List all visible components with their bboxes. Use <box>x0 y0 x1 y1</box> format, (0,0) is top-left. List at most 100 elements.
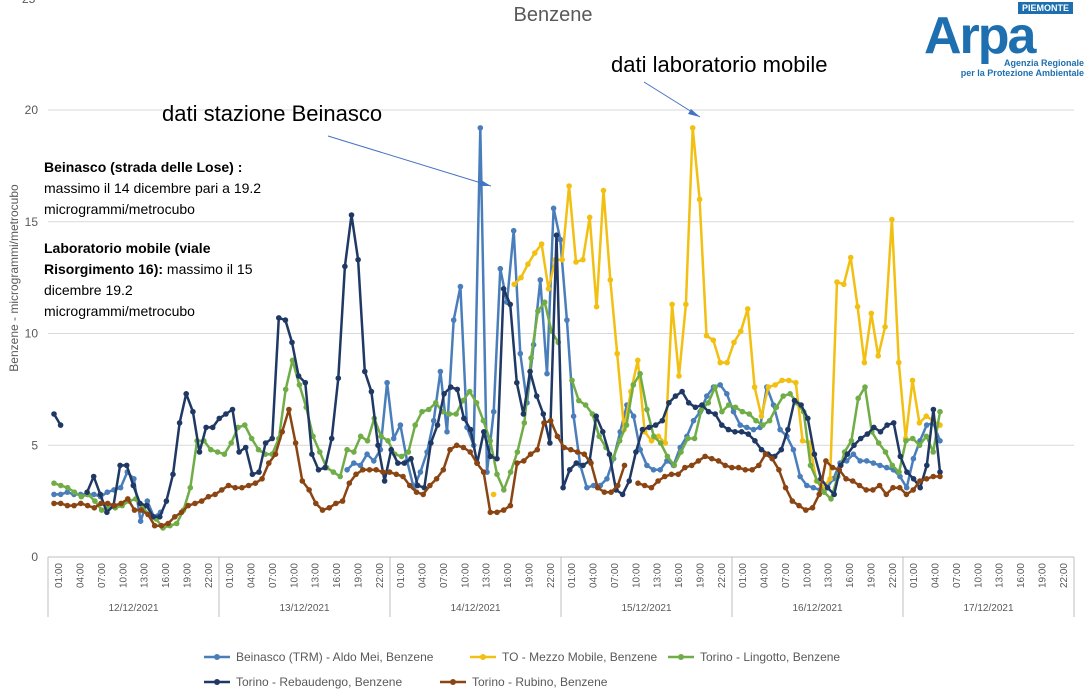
x-tick-label: 04:00 <box>931 563 942 588</box>
logo-subtitle: Agenzia Regionale per la Protezione Ambi… <box>954 58 1084 78</box>
series-line-segment <box>85 213 942 519</box>
y-axis-ticks: 0 5 10 15 20 <box>25 103 39 564</box>
legend-swatch-marker <box>214 654 220 660</box>
legend-item: Torino - Lingotto, Benzene <box>668 650 840 664</box>
x-tick-label: 10:00 <box>973 563 984 588</box>
x-tick-label: 01:00 <box>225 563 236 588</box>
x-tick-label: 10:00 <box>631 563 642 588</box>
x-tick-label: 07:00 <box>781 563 792 588</box>
chart-title: Benzene <box>514 4 593 26</box>
x-tick-label: 01:00 <box>54 563 65 588</box>
x-day-label: 13/12/2021 <box>279 603 329 614</box>
legend-swatch-marker <box>678 654 684 660</box>
logo-region: PIEMONTE <box>1018 2 1074 14</box>
x-tick-label: 13:00 <box>824 563 835 588</box>
x-tick-label: 04:00 <box>247 563 258 588</box>
x-tick-label: 07:00 <box>610 563 621 588</box>
x-tick-label: 22:00 <box>375 563 386 588</box>
series-line-segment <box>637 452 940 512</box>
series-2 <box>51 299 943 531</box>
x-tick-label: 16:00 <box>1016 563 1027 588</box>
legend-label: Beinasco (TRM) - Aldo Mei, Benzene <box>236 650 434 664</box>
annotation-arrows <box>327 81 701 187</box>
x-tick-label: 10:00 <box>118 563 129 588</box>
annotation-station: dati stazione Beinasco <box>162 101 383 126</box>
x-tick-label: 04:00 <box>760 563 771 588</box>
x-tick-label: 13:00 <box>482 563 493 588</box>
legend-item: Torino - Rubino, Benzene <box>440 675 608 689</box>
series-4 <box>51 406 943 529</box>
y-tick-label: 15 <box>25 215 39 229</box>
x-day-label: 12/12/2021 <box>108 603 158 614</box>
annotation-mobile: dati laboratorio mobile <box>611 52 828 77</box>
legend-item: Torino - Rebaudengo, Benzene <box>204 675 402 689</box>
x-tick-label: 01:00 <box>909 563 920 588</box>
x-tick-label: 16:00 <box>332 563 343 588</box>
x-tick-label: 04:00 <box>589 563 600 588</box>
x-tick-label: 13:00 <box>995 563 1006 588</box>
x-tick-label: 10:00 <box>289 563 300 588</box>
legend: Beinasco (TRM) - Aldo Mei, Benzene TO - M… <box>204 650 840 689</box>
series-line-segment <box>54 408 626 527</box>
x-tick-label: 01:00 <box>567 563 578 588</box>
legend-label: Torino - Rebaudengo, Benzene <box>236 675 402 689</box>
y-tick-label: 5 <box>31 438 38 452</box>
legend-label: TO - Mezzo Mobile, Benzene <box>502 650 658 664</box>
x-tick-label: 16:00 <box>845 563 856 588</box>
x-tick-label: 10:00 <box>460 563 471 588</box>
x-tick-label: 07:00 <box>952 563 963 588</box>
note-beinasco-title: Beinasco (strada delle Lose) : <box>44 159 243 175</box>
arrow-station-head <box>479 180 491 186</box>
series-lines <box>51 125 943 531</box>
x-day-label: 15/12/2021 <box>621 603 671 614</box>
x-tick-label: 19:00 <box>866 563 877 588</box>
x-tick-label: 22:00 <box>204 563 215 588</box>
x-tick-label: 04:00 <box>76 563 87 588</box>
x-tick-label: 01:00 <box>738 563 749 588</box>
legend-label: Torino - Rubino, Benzene <box>472 675 608 689</box>
arrow-mobile-head <box>688 109 700 117</box>
note-mobile-text: massimo il 15 dicembre 19.2 microgrammi/… <box>44 261 253 319</box>
x-tick-label: 19:00 <box>1037 563 1048 588</box>
arrow-station <box>327 135 492 187</box>
x-tick-label: 19:00 <box>353 563 364 588</box>
x-tick-label: 22:00 <box>717 563 728 588</box>
legend-item: Beinasco (TRM) - Aldo Mei, Benzene <box>204 650 434 664</box>
note-beinasco-text: massimo il 14 dicembre pari a 19.2 micro… <box>44 180 262 217</box>
series-line-segment <box>53 300 560 530</box>
note-mobile-title: Laboratorio mobile (viale Risorgimento 1… <box>44 240 211 277</box>
series-1 <box>490 125 943 498</box>
y-tick-label: 20 <box>25 103 39 117</box>
series-3 <box>51 212 943 520</box>
x-day-label: 17/12/2021 <box>963 603 1013 614</box>
x-day-label: 16/12/2021 <box>792 603 842 614</box>
logo-word: Arpa <box>924 7 1036 65</box>
series-line-segment <box>513 126 941 489</box>
x-tick-label: 07:00 <box>439 563 450 588</box>
legend-label: Torino - Lingotto, Benzene <box>700 650 840 664</box>
series-line-segment <box>570 372 942 501</box>
x-day-label: 14/12/2021 <box>450 603 500 614</box>
legend-swatch-marker <box>450 679 456 685</box>
x-tick-label: 01:00 <box>396 563 407 588</box>
x-tick-label: 07:00 <box>268 563 279 588</box>
x-tick-label: 13:00 <box>140 563 151 588</box>
y-tick-label: 0 <box>31 550 38 564</box>
x-tick-label: 19:00 <box>524 563 535 588</box>
y-tick-label: 10 <box>25 327 39 341</box>
x-tick-label: 22:00 <box>546 563 557 588</box>
legend-item: TO - Mezzo Mobile, Benzene <box>470 650 658 664</box>
x-tick-label: 13:00 <box>311 563 322 588</box>
x-tick-label: 16:00 <box>674 563 685 588</box>
legend-swatch-marker <box>214 679 220 685</box>
x-tick-label: 22:00 <box>1059 563 1070 588</box>
legend-swatch-marker <box>480 654 486 660</box>
y-axis-label: Benzene - microgrammi/metrocubo <box>7 184 21 372</box>
x-tick-label: 04:00 <box>418 563 429 588</box>
series-line-segment <box>52 413 62 426</box>
logo-sub-line1: Agenzia Regionale <box>1003 58 1084 68</box>
x-tick-label: 19:00 <box>182 563 193 588</box>
y-tick-top-fragment: 25 <box>22 0 36 6</box>
series-line-segment <box>54 470 162 523</box>
